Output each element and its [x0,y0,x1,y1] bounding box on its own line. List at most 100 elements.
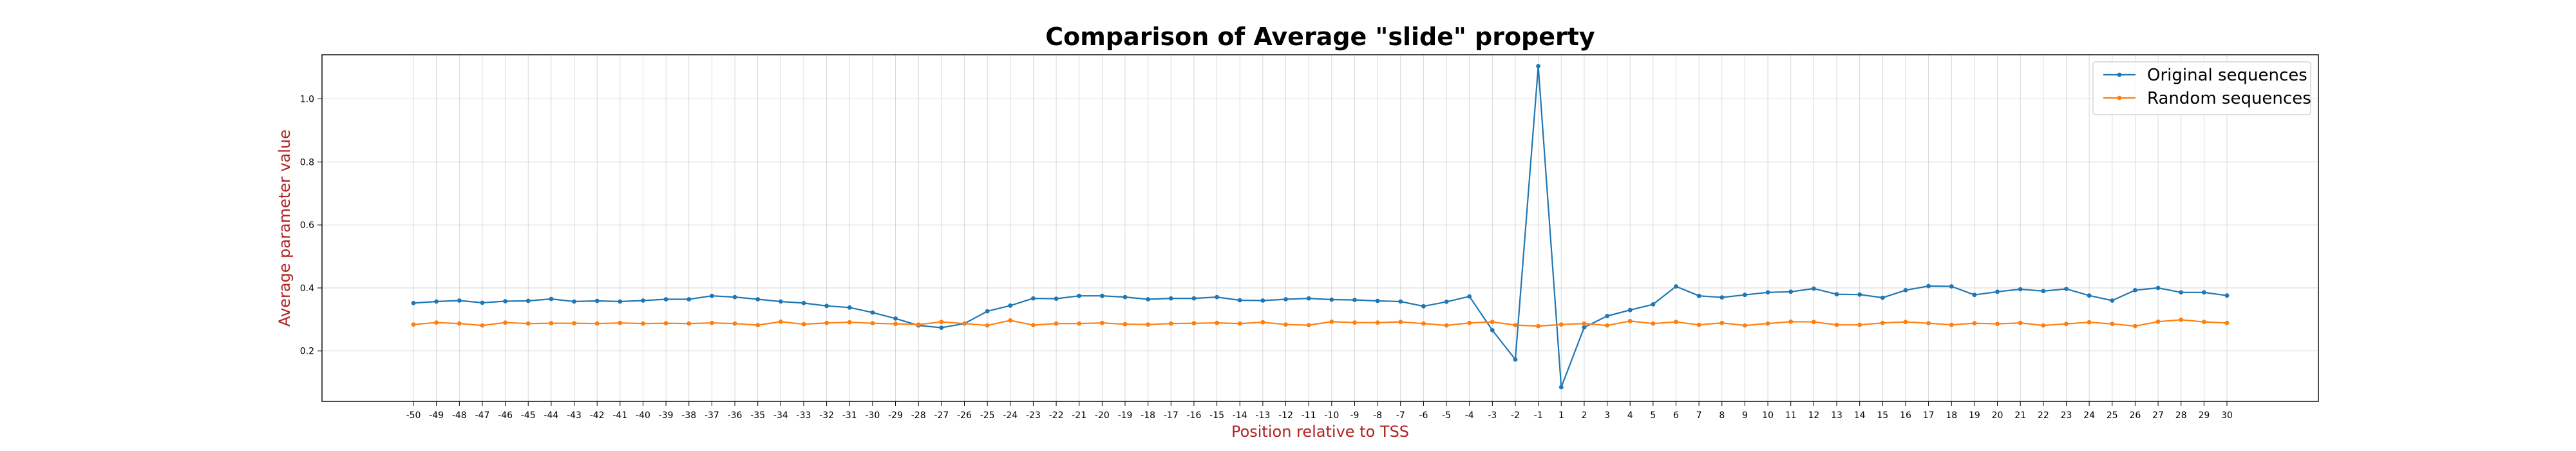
data-point [1719,320,1725,325]
data-point [480,323,485,328]
x-tick-label: -21 [1072,410,1086,421]
data-point [434,299,439,304]
data-point [1995,321,2000,327]
data-point [1949,284,1954,289]
data-point [2179,290,2184,295]
legend-marker-random [2117,95,2122,101]
x-tick-label: 17 [1923,410,1935,421]
data-point [572,299,576,304]
data-point [526,321,531,326]
x-tick-label: 16 [1900,410,1911,421]
data-point [1536,323,1541,329]
data-point [663,321,668,326]
x-tick-label: 10 [1762,410,1774,421]
data-point [1122,294,1128,300]
x-tick-label: -34 [773,410,788,421]
x-tick-label: -49 [429,410,444,421]
x-tick-label: -46 [498,410,513,421]
x-tick-label: 4 [1627,410,1633,421]
data-point [1788,289,1794,294]
data-point [1215,294,1219,300]
data-point [916,322,921,327]
data-point [2179,317,2184,322]
x-tick-label: 23 [2061,410,2072,421]
data-point [2018,320,2023,325]
data-point [1283,322,1288,327]
data-point [549,296,554,302]
data-point [1329,319,1334,324]
x-tick-label: 29 [2198,410,2210,421]
x-tick-label: 25 [2107,410,2118,421]
data-point [411,322,416,327]
x-tick-label: -39 [659,410,674,421]
x-tick-label: 24 [2083,410,2095,421]
data-point [1008,318,1013,323]
x-tick-label: -7 [1396,410,1405,421]
data-point [778,319,783,324]
data-point [985,323,990,328]
data-point [1582,325,1587,330]
data-point [1146,297,1151,302]
chart-title: Comparison of Average "slide" property [1045,23,1595,51]
data-point [755,297,761,302]
x-tick-label: 30 [2221,410,2233,421]
x-tick-label: -33 [797,410,811,421]
x-tick-label: 20 [1992,410,2003,421]
data-point [457,321,462,326]
x-tick-label: 3 [1604,410,1610,421]
data-point [1444,323,1449,328]
data-point [962,321,967,326]
data-point [1743,323,1747,328]
plot-area [321,54,2319,402]
x-tick-label: -8 [1373,410,1382,421]
data-point [1077,293,1082,298]
data-point [411,301,416,305]
x-tick-label: 13 [1831,410,1842,421]
data-point [847,305,852,310]
data-point [1260,320,1265,325]
data-point [641,298,645,303]
x-tick-label: -32 [819,410,834,421]
data-point [824,303,829,309]
x-tick-label: -38 [681,410,696,421]
x-tick-label: -2 [1511,410,1520,421]
data-point [1329,297,1334,302]
x-tick-label: 18 [1946,410,1957,421]
data-point [2202,320,2206,325]
data-point [2041,323,2046,328]
data-point [2155,319,2161,324]
data-point [2018,287,2023,292]
data-point [1696,293,1701,298]
data-point [939,320,944,325]
x-tick-label: -5 [1442,410,1451,421]
legend-marker-original [2117,72,2122,77]
data-point [503,299,507,303]
x-tick-label: -50 [406,410,421,421]
x-tick-label: 26 [2130,410,2141,421]
data-point [1834,292,1839,297]
data-point [939,325,944,330]
data-point [1558,385,1564,390]
data-point [687,321,692,326]
x-tick-label: -20 [1095,410,1110,421]
data-point [1122,321,1128,327]
series-original [411,64,2230,390]
x-tick-label: 8 [1719,410,1725,421]
data-point [503,320,507,325]
data-point [1008,303,1013,308]
data-point [1490,328,1495,332]
x-tick-label: -6 [1419,410,1428,421]
data-point [710,320,714,325]
data-point [1696,322,1701,327]
x-tick-label: -16 [1187,410,1202,421]
x-tick-label: 22 [2038,410,2049,421]
data-point [2064,321,2069,327]
data-point [2133,323,2137,329]
x-tick-label: -40 [636,410,650,421]
data-point [1605,323,1610,328]
x-tick-label: -17 [1164,410,1179,421]
data-point [1444,300,1449,304]
data-point [1812,286,1816,291]
data-point [1306,296,1311,301]
data-point [1421,303,1426,309]
